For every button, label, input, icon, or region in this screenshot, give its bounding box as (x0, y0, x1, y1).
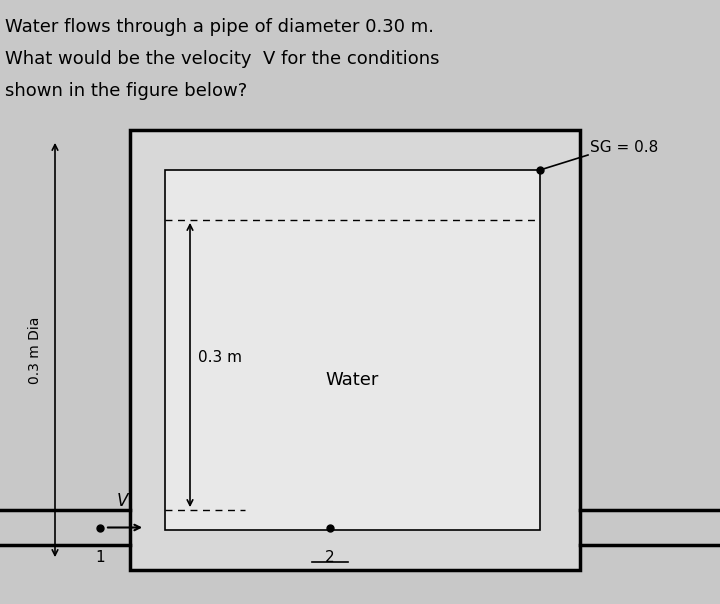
Text: 0.3 m: 0.3 m (198, 350, 242, 364)
Text: 2: 2 (325, 550, 335, 565)
Text: Water: Water (326, 371, 379, 389)
Text: V: V (117, 492, 127, 510)
Bar (130, 130, 580, 570)
Text: What would be the velocity  V for the conditions: What would be the velocity V for the con… (5, 50, 439, 68)
Text: 1: 1 (95, 550, 105, 565)
Text: SG = 0.8: SG = 0.8 (590, 140, 658, 155)
Text: shown in the figure below?: shown in the figure below? (5, 82, 247, 100)
Text: Water flows through a pipe of diameter 0.30 m.: Water flows through a pipe of diameter 0… (5, 18, 434, 36)
Bar (165, 170, 540, 530)
Text: 0.3 m Dia: 0.3 m Dia (28, 316, 42, 384)
